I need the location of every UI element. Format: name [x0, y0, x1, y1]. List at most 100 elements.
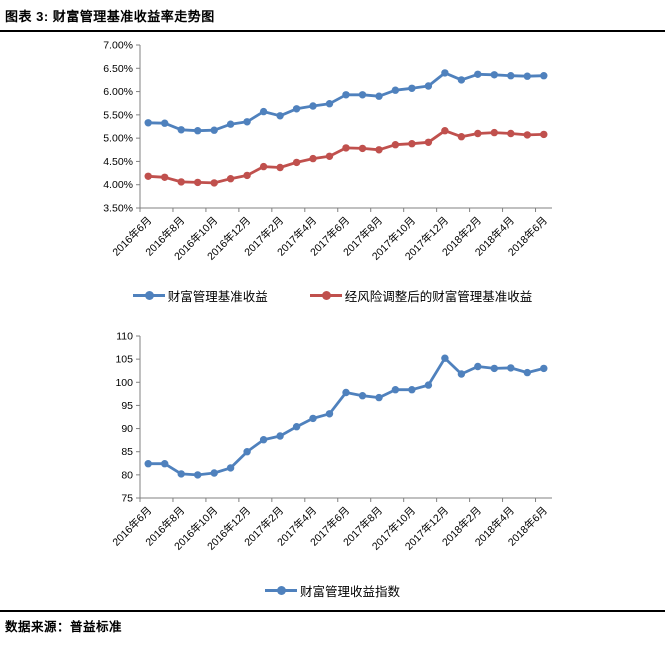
- data-point: [292, 423, 301, 431]
- data-point: [342, 144, 350, 152]
- data-point: [490, 128, 498, 137]
- data-point: [523, 131, 531, 139]
- data-point: [210, 126, 218, 134]
- data-point: [342, 388, 350, 397]
- data-point: [408, 84, 416, 92]
- x-axis-labels: 2016年6月2016年8月2016年10月2016年12月2017年2月201…: [110, 504, 550, 553]
- data-point: [507, 129, 515, 138]
- data-point: [161, 173, 169, 181]
- y-tick-label: 100: [115, 377, 133, 389]
- data-point: [391, 141, 400, 149]
- series-1: [144, 127, 548, 187]
- y-tick-label: 80: [121, 469, 133, 481]
- data-point: [507, 364, 515, 372]
- data-point: [457, 370, 466, 378]
- index-chart-legend: 财富管理收益指数: [0, 581, 665, 600]
- data-point: [276, 432, 284, 440]
- data-point: [408, 140, 416, 148]
- data-point: [424, 82, 433, 90]
- data-point: [490, 364, 498, 373]
- data-point: [276, 163, 284, 172]
- data-point: [144, 119, 152, 127]
- data-point: [309, 154, 317, 163]
- legend-item-risk-adjusted-yield: 经风险调整后的财富管理基准收益: [309, 286, 533, 305]
- y-tick-label: 90: [121, 423, 133, 435]
- y-tick-label: 85: [121, 446, 133, 458]
- data-point: [375, 393, 383, 402]
- data-point: [144, 172, 152, 180]
- data-point: [342, 91, 350, 99]
- data-point: [309, 102, 317, 110]
- data-point: [161, 119, 169, 127]
- data-point: [194, 127, 202, 135]
- legend-label: 经风险调整后的财富管理基准收益: [344, 290, 533, 304]
- data-source: 数据来源：普益标准: [5, 616, 122, 635]
- data-point: [375, 146, 383, 154]
- y-tick-label: 95: [121, 400, 133, 412]
- y-tick-label: 6.00%: [103, 86, 133, 98]
- title-divider: [0, 30, 665, 32]
- legend-label: 财富管理基准收益: [167, 290, 268, 304]
- data-source-label: 数据来源：: [5, 620, 71, 634]
- y-axis-labels: 3.50% 4.00% 4.50% 5.00% 5.50% 6.00% 6.50% 7.00%: [103, 40, 133, 215]
- data-point: [457, 76, 466, 84]
- data-point: [375, 92, 383, 100]
- data-point: [259, 162, 268, 171]
- data-point: [490, 71, 498, 79]
- y-axis-labels: 75 80 85 90 95 100 105 110: [115, 331, 133, 505]
- data-point: [243, 171, 251, 180]
- data-point: [325, 100, 334, 108]
- y-tick-label: 5.00%: [103, 133, 133, 145]
- y-tick-label: 3.50%: [103, 203, 133, 215]
- x-axis-labels: 2016年6月2016年8月2016年10月2016年12月2017年2月201…: [110, 214, 550, 263]
- data-point: [194, 178, 202, 187]
- data-point: [226, 120, 235, 128]
- data-point: [177, 126, 185, 134]
- y-tick-label: 7.00%: [103, 40, 133, 52]
- data-point: [243, 448, 251, 456]
- data-point: [474, 70, 482, 78]
- benchmark-yield-chart: 3.50% 4.00% 4.50% 5.00% 5.50% 6.00% 6.50% 7.00%…: [103, 40, 552, 263]
- data-point: [457, 133, 466, 141]
- data-point: [424, 381, 433, 389]
- data-point: [441, 354, 449, 362]
- y-tick-label: 75: [121, 493, 133, 505]
- data-point: [474, 129, 482, 138]
- data-point: [358, 91, 367, 99]
- data-point: [441, 69, 449, 77]
- series-0: [144, 354, 548, 479]
- data-point: [243, 118, 251, 126]
- data-point: [210, 179, 218, 187]
- data-point: [391, 86, 400, 94]
- axes: [136, 44, 552, 212]
- data-point: [424, 138, 433, 146]
- data-point: [540, 364, 548, 373]
- data-point: [391, 386, 400, 394]
- line-marker-icon: [264, 586, 297, 595]
- data-point: [194, 471, 202, 479]
- figure-title: 图表 3: 财富管理基准收益率走势图: [5, 9, 215, 24]
- legend-label: 财富管理收益指数: [299, 585, 400, 599]
- data-point: [161, 460, 169, 468]
- series-line: [146, 356, 546, 477]
- legend-item-benchmark-yield: 财富管理基准收益: [132, 286, 268, 305]
- data-point: [144, 460, 152, 468]
- yield-index-chart: 75 80 85 90 95 100 105 110 2016年6月2016年8月2016年10…: [110, 331, 552, 553]
- y-tick-label: 4.50%: [103, 156, 133, 168]
- data-point: [276, 112, 284, 120]
- data-point: [358, 392, 367, 400]
- data-point: [177, 178, 185, 186]
- y-tick-label: 5.50%: [103, 109, 133, 121]
- y-tick-label: 4.00%: [103, 179, 133, 191]
- data-point: [523, 72, 531, 80]
- data-point: [309, 414, 317, 423]
- footer-divider: [0, 610, 665, 612]
- series-line: [146, 129, 546, 185]
- data-point: [523, 368, 531, 377]
- data-point: [292, 158, 301, 167]
- series-0: [144, 69, 548, 135]
- data-source-value: 普益标准: [70, 620, 123, 634]
- y-tick-label: 105: [115, 354, 133, 366]
- data-point: [292, 105, 301, 113]
